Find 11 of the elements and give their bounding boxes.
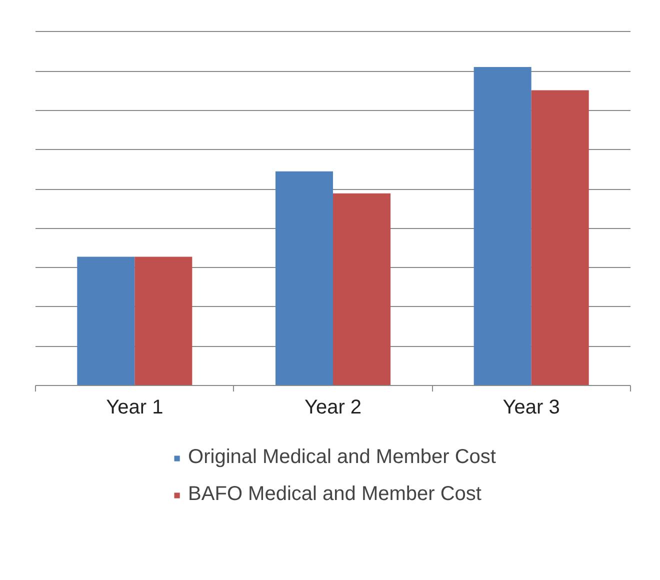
x-tick-label: Year 1 <box>106 396 164 418</box>
x-tick-label: Year 3 <box>502 396 560 418</box>
bar <box>134 256 192 386</box>
bar <box>275 171 333 386</box>
x-tick-label: Year 2 <box>304 396 362 418</box>
legend-label: Original Medical and Member Cost <box>188 446 496 469</box>
bar <box>333 193 391 386</box>
legend-label: BAFO Medical and Member Cost <box>188 483 482 506</box>
bar <box>531 90 589 386</box>
bar <box>474 66 532 386</box>
bar <box>77 256 135 386</box>
